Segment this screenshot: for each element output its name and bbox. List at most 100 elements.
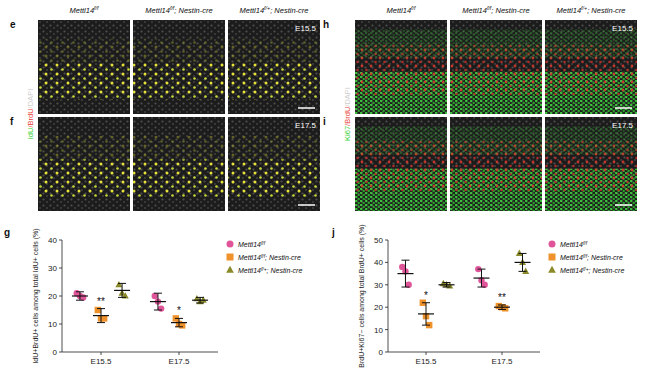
image-bg bbox=[545, 117, 637, 211]
y-tick bbox=[59, 352, 62, 353]
error-cap bbox=[196, 303, 204, 304]
micrograph bbox=[228, 20, 320, 114]
error-cap bbox=[422, 302, 430, 303]
error-bar bbox=[443, 283, 451, 287]
y-tick-label: 30 bbox=[48, 264, 57, 273]
channel-label: IdU/BrdU/DAPI bbox=[26, 89, 35, 139]
image-stain bbox=[38, 136, 130, 160]
image-dapi bbox=[545, 117, 637, 211]
y-tick-label: 30 bbox=[374, 281, 383, 290]
image-stain bbox=[133, 159, 225, 197]
legend-marker bbox=[227, 254, 234, 261]
error-cap bbox=[175, 318, 183, 319]
significance: * bbox=[424, 290, 428, 301]
error-stem bbox=[200, 297, 201, 303]
y-tick bbox=[385, 262, 388, 263]
point bbox=[95, 307, 101, 313]
point bbox=[80, 294, 86, 300]
plot-data bbox=[397, 250, 530, 329]
image-stain bbox=[355, 126, 447, 154]
micrograph bbox=[450, 20, 542, 114]
error-cap bbox=[175, 326, 183, 327]
micrograph bbox=[450, 117, 542, 211]
image-stain bbox=[228, 39, 320, 63]
x-tick-label: E15.5 bbox=[91, 357, 112, 366]
image-bg bbox=[355, 117, 447, 211]
error-cap bbox=[97, 308, 105, 309]
micrograph bbox=[38, 117, 130, 211]
y-tick bbox=[59, 296, 62, 297]
error-cap bbox=[477, 287, 485, 288]
x-tick bbox=[101, 352, 102, 355]
error-cap bbox=[477, 269, 485, 270]
legend-label: Mettl14f/f; Nestin-cre bbox=[560, 254, 623, 261]
error-bar bbox=[422, 303, 430, 325]
y-tick bbox=[385, 329, 388, 330]
y-tick bbox=[385, 307, 388, 308]
error-cap bbox=[519, 253, 527, 254]
point bbox=[115, 281, 122, 287]
micrograph bbox=[38, 20, 130, 114]
y-tick bbox=[385, 284, 388, 285]
error-stem bbox=[122, 283, 123, 297]
channel-label-part: /BrdU bbox=[26, 108, 35, 127]
column-header: Mettl14f/+; Nestin-cre bbox=[557, 5, 626, 15]
channel-label-part: Ki67 bbox=[343, 126, 352, 141]
error-bar bbox=[76, 292, 84, 300]
image-stain bbox=[545, 126, 637, 154]
legend-marker bbox=[227, 241, 234, 248]
error-bar bbox=[498, 305, 506, 309]
error-cap bbox=[76, 300, 84, 301]
image-bg bbox=[133, 20, 225, 114]
image-bg bbox=[228, 117, 320, 211]
image-dapi bbox=[38, 117, 130, 211]
y-tick-label: 50 bbox=[374, 236, 383, 245]
image-stain bbox=[38, 62, 130, 100]
legend-label: Mettl14f/f; Nestin-cre bbox=[238, 254, 301, 261]
scale-bar bbox=[298, 204, 315, 206]
channel-label-part: /BrdU bbox=[343, 107, 352, 126]
panel-letter: j bbox=[331, 227, 335, 238]
image-bg bbox=[545, 20, 637, 114]
error-bar bbox=[97, 309, 105, 323]
micrograph bbox=[133, 20, 225, 114]
column-header: Mettl14f/+; Nestin-cre bbox=[240, 5, 309, 15]
image-bg bbox=[450, 117, 542, 211]
point bbox=[152, 293, 158, 299]
image-bg bbox=[355, 20, 447, 114]
legend-marker bbox=[226, 266, 234, 273]
error-bar bbox=[118, 283, 126, 297]
error-stem bbox=[446, 283, 447, 287]
y-tick-label: 40 bbox=[374, 258, 383, 267]
y-tick-label: 40 bbox=[48, 236, 57, 245]
image-stain bbox=[545, 29, 637, 57]
image-stain bbox=[38, 39, 130, 63]
channel-label: Ki67/BrdU/DAPI bbox=[343, 87, 352, 141]
error-stem bbox=[522, 253, 523, 271]
legend-marker bbox=[549, 241, 556, 248]
image-dapi bbox=[450, 117, 542, 211]
y-axis-label: IdU+BrdU+ cells among total IdU+ cells (… bbox=[32, 228, 40, 363]
error-cap bbox=[422, 325, 430, 326]
image-dapi bbox=[450, 20, 542, 114]
image-dapi bbox=[228, 20, 320, 114]
x-tick bbox=[426, 352, 427, 355]
point bbox=[158, 305, 164, 311]
image-bg bbox=[133, 117, 225, 211]
image-stain bbox=[133, 136, 225, 160]
panel-letter: i bbox=[323, 116, 326, 127]
error-cap bbox=[97, 322, 105, 323]
image-dapi bbox=[38, 20, 130, 114]
error-cap bbox=[498, 304, 506, 305]
image-stain bbox=[355, 29, 447, 57]
x-axis bbox=[62, 352, 218, 353]
panel-letter: f bbox=[10, 116, 14, 127]
y-tick-label: 20 bbox=[48, 292, 57, 301]
image-dapi bbox=[355, 20, 447, 114]
image-stain bbox=[450, 126, 542, 154]
image-dapi bbox=[133, 117, 225, 211]
stage-label: E15.5 bbox=[295, 24, 316, 33]
error-stem bbox=[405, 260, 406, 287]
image-dapi bbox=[228, 117, 320, 211]
significance: ** bbox=[498, 292, 506, 303]
